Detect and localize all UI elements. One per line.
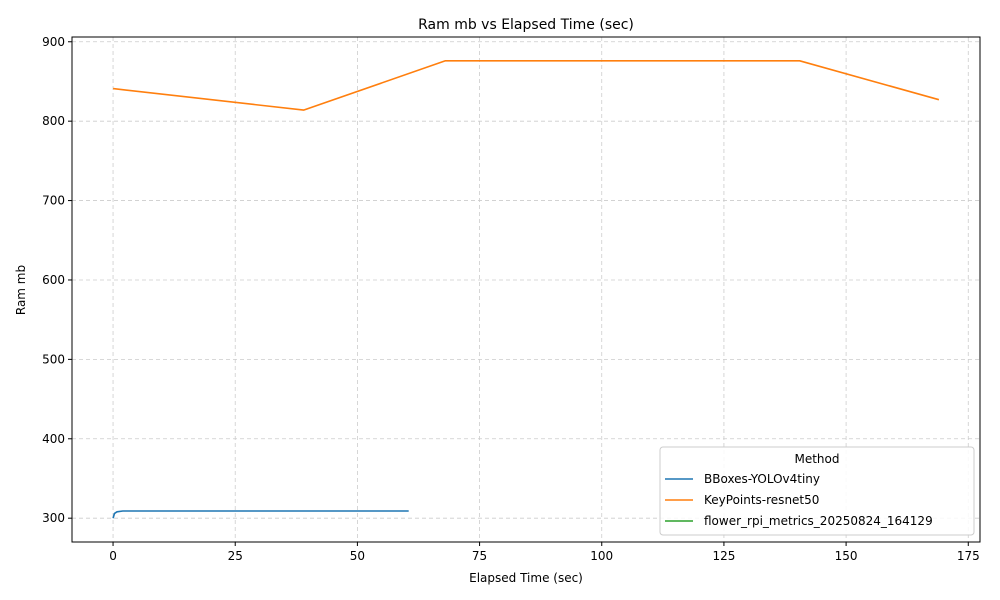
y-tick-label: 900 xyxy=(42,35,65,49)
ticks: 0 25 50 75 100 125 150 175 300 400 500 600 700 800 900 xyxy=(42,35,980,563)
legend-title: Method xyxy=(794,452,839,466)
x-tick-label: 125 xyxy=(712,549,735,563)
plot-frame xyxy=(71,36,981,543)
y-tick-label: 600 xyxy=(42,273,65,287)
series-layer xyxy=(112,59,940,519)
legend-label-0: BBoxes-YOLOv4tiny xyxy=(704,472,820,486)
y-tick-label: 400 xyxy=(42,432,65,446)
legend: Method BBoxes-YOLOv4tiny KeyPoints-resnet5… xyxy=(659,446,975,536)
x-tick-label: 75 xyxy=(472,549,487,563)
chart-title: Ram mb vs Elapsed Time (sec) xyxy=(418,17,634,33)
y-tick-label: 800 xyxy=(42,114,65,128)
x-tick-label: 0 xyxy=(109,549,117,563)
x-tick-label: 175 xyxy=(957,549,980,563)
series-line-1 xyxy=(113,59,940,111)
legend-label-1: KeyPoints-resnet50 xyxy=(704,493,819,507)
x-tick-label: 100 xyxy=(590,549,613,563)
series-line-0 xyxy=(112,510,409,519)
x-tick-label: 50 xyxy=(350,549,365,563)
x-axis-label: Elapsed Time (sec) xyxy=(469,571,583,585)
y-tick-label: 700 xyxy=(42,194,65,208)
y-tick-label: 500 xyxy=(42,352,65,366)
y-tick-label: 300 xyxy=(42,511,65,525)
y-axis-label: Ram mb xyxy=(14,265,28,315)
legend-label-2: flower_rpi_metrics_20250824_164129 xyxy=(704,514,933,528)
x-tick-label: 25 xyxy=(228,549,243,563)
legend-box xyxy=(659,446,975,536)
x-tick-label: 150 xyxy=(835,549,858,563)
